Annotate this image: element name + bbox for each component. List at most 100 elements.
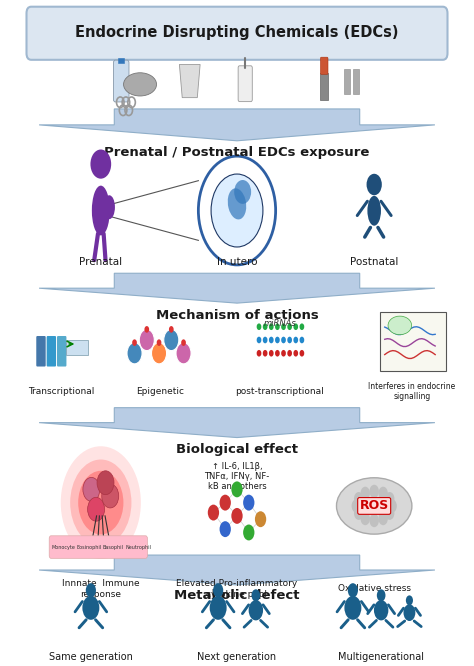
Circle shape (385, 492, 394, 505)
Circle shape (293, 350, 298, 356)
Circle shape (361, 512, 370, 525)
Text: Biological effect: Biological effect (176, 443, 298, 456)
Circle shape (164, 330, 179, 350)
Text: ROS: ROS (360, 500, 389, 512)
Text: Next generation: Next generation (198, 651, 276, 661)
Circle shape (369, 485, 379, 498)
Ellipse shape (124, 73, 156, 96)
Circle shape (352, 500, 361, 513)
Circle shape (83, 478, 100, 501)
FancyBboxPatch shape (118, 59, 124, 63)
Text: Prenatal / Postnatal EDCs exposure: Prenatal / Postnatal EDCs exposure (104, 147, 370, 159)
Circle shape (387, 500, 397, 513)
Circle shape (361, 487, 370, 500)
Circle shape (300, 324, 304, 330)
Text: Prenatal: Prenatal (79, 257, 122, 267)
Circle shape (145, 326, 149, 333)
Text: ↑ IL-6, IL1β,
TNFα, IFNγ, NF-
kB and others: ↑ IL-6, IL1β, TNFα, IFNγ, NF- kB and oth… (204, 462, 270, 492)
Circle shape (243, 525, 255, 540)
Circle shape (169, 326, 173, 333)
Circle shape (176, 342, 191, 364)
Circle shape (275, 324, 280, 330)
Circle shape (78, 471, 123, 534)
FancyBboxPatch shape (27, 7, 447, 60)
Circle shape (97, 471, 114, 495)
Circle shape (181, 340, 186, 346)
Circle shape (385, 507, 394, 520)
Text: Epigenetic: Epigenetic (137, 387, 184, 396)
Circle shape (127, 342, 142, 364)
FancyBboxPatch shape (57, 336, 66, 366)
Ellipse shape (403, 604, 415, 621)
Ellipse shape (228, 188, 246, 219)
Circle shape (255, 511, 266, 527)
Ellipse shape (82, 596, 100, 620)
Circle shape (287, 350, 292, 356)
Circle shape (132, 340, 137, 346)
Circle shape (293, 324, 298, 330)
Polygon shape (39, 109, 435, 141)
Polygon shape (179, 65, 200, 98)
Circle shape (300, 337, 304, 343)
Circle shape (234, 180, 251, 204)
Circle shape (139, 330, 155, 350)
FancyBboxPatch shape (380, 312, 446, 371)
Circle shape (378, 512, 388, 525)
Text: Eosinophil: Eosinophil (76, 545, 101, 550)
Circle shape (275, 337, 280, 343)
Circle shape (263, 350, 267, 356)
Circle shape (102, 484, 118, 508)
Polygon shape (39, 555, 435, 585)
Circle shape (287, 324, 292, 330)
Ellipse shape (249, 600, 263, 621)
FancyBboxPatch shape (238, 66, 252, 102)
FancyBboxPatch shape (46, 336, 56, 366)
Circle shape (377, 589, 385, 601)
FancyBboxPatch shape (36, 336, 46, 366)
Circle shape (300, 350, 304, 356)
Text: Interferes in endocrine
signalling: Interferes in endocrine signalling (368, 382, 456, 402)
FancyBboxPatch shape (66, 340, 88, 354)
Circle shape (211, 174, 263, 247)
Ellipse shape (374, 600, 388, 621)
Text: Oxidative stress: Oxidative stress (337, 585, 410, 593)
Ellipse shape (92, 186, 110, 235)
Text: Innnate  Immune
response: Innnate Immune response (62, 579, 140, 599)
Circle shape (287, 337, 292, 343)
Circle shape (263, 324, 267, 330)
Text: In utero: In utero (217, 257, 257, 267)
Circle shape (208, 505, 219, 521)
FancyBboxPatch shape (49, 535, 147, 558)
Circle shape (256, 324, 261, 330)
Circle shape (269, 337, 273, 343)
Circle shape (281, 324, 286, 330)
Circle shape (198, 156, 276, 265)
Ellipse shape (104, 195, 115, 219)
Circle shape (354, 492, 364, 505)
FancyBboxPatch shape (113, 60, 129, 102)
Circle shape (157, 340, 161, 346)
FancyBboxPatch shape (353, 69, 358, 95)
Circle shape (378, 487, 388, 500)
Circle shape (243, 495, 255, 511)
Text: Neutrophil: Neutrophil (126, 545, 152, 550)
Ellipse shape (367, 196, 381, 226)
FancyBboxPatch shape (320, 73, 328, 100)
Text: Postnatal: Postnatal (350, 257, 398, 267)
FancyBboxPatch shape (345, 69, 350, 95)
Text: Endocrine Disrupting Chemicals (EDCs): Endocrine Disrupting Chemicals (EDCs) (75, 25, 399, 40)
Ellipse shape (337, 478, 412, 534)
Text: Mechanism of actions: Mechanism of actions (155, 308, 319, 322)
Text: Elevated Pro-inflammatory
cytokine pool: Elevated Pro-inflammatory cytokine pool (176, 579, 298, 599)
Circle shape (406, 595, 413, 605)
Text: Transcriptional: Transcriptional (27, 387, 94, 396)
Circle shape (256, 350, 261, 356)
Text: Multigenerational: Multigenerational (338, 651, 424, 661)
Circle shape (213, 583, 223, 597)
Circle shape (231, 482, 243, 498)
Circle shape (91, 149, 111, 178)
Circle shape (252, 589, 260, 601)
Circle shape (354, 507, 364, 520)
Circle shape (256, 337, 261, 343)
Circle shape (219, 495, 231, 511)
